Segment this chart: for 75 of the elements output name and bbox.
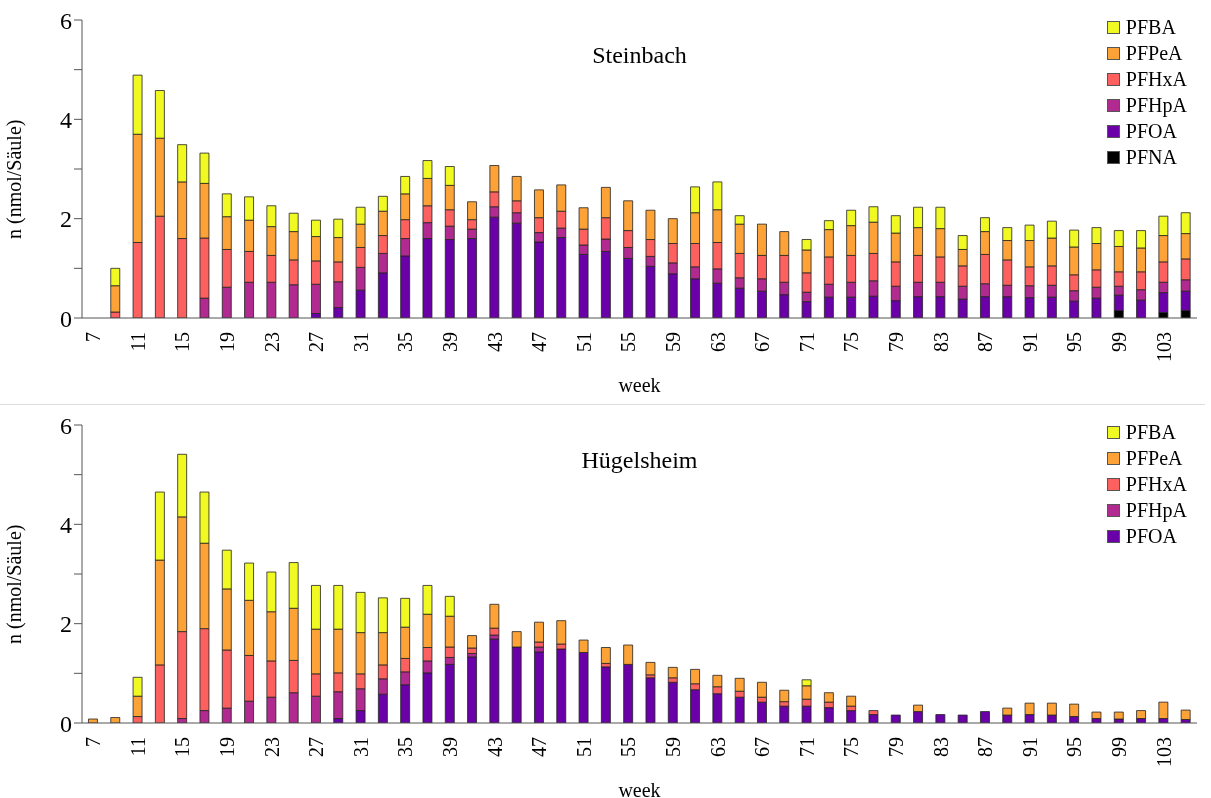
x-tick-label: 95: [1063, 737, 1086, 757]
y-tick-label: 2: [60, 206, 72, 233]
x-axis-title: week: [618, 779, 661, 798]
x-tick-label: 87: [974, 332, 997, 352]
x-tick-label: 43: [483, 332, 506, 352]
x-tick-label: 103: [1152, 332, 1175, 362]
x-tick-label: 91: [1018, 737, 1041, 757]
x-tick-label: 7: [82, 332, 105, 342]
y-tick-label: 6: [60, 7, 72, 34]
legend-label: PFOA: [1125, 119, 1177, 144]
legend-label: PFPeA: [1125, 446, 1183, 471]
x-tick-label: 71: [795, 332, 818, 352]
x-tick-label: 43: [483, 737, 506, 757]
y-tick-label: 0: [60, 710, 72, 737]
x-tick-label: 15: [171, 737, 194, 757]
x-tick-label: 19: [215, 332, 238, 352]
x-tick-label: 75: [840, 332, 863, 352]
text: Steinbach: [592, 42, 687, 68]
x-tick-label: 11: [126, 737, 149, 757]
legend-label: PFBA: [1125, 420, 1176, 445]
x-tick-label: 75: [840, 737, 863, 757]
x-tick-label: 99: [1107, 332, 1130, 352]
x-tick-label: 27: [305, 332, 328, 352]
x-tick-label: 15: [171, 332, 194, 352]
x-tick-label: 23: [260, 737, 283, 757]
legend-label: PFHxA: [1125, 67, 1187, 92]
x-tick-label: 47: [528, 332, 551, 352]
x-tick-label: 59: [661, 332, 684, 352]
x-tick-label: 51: [572, 737, 595, 757]
x-tick-label: 67: [751, 332, 774, 352]
x-tick-label: 11: [126, 332, 149, 352]
x-tick-label: 23: [260, 332, 283, 352]
x-tick-label: 87: [974, 737, 997, 757]
x-tick-label: 55: [617, 332, 640, 352]
x-tick-label: 19: [215, 737, 238, 757]
x-tick-label: 99: [1107, 737, 1130, 757]
x-tick-label: 63: [706, 332, 729, 352]
y-tick-label: 0: [60, 305, 72, 332]
x-tick-label: 79: [884, 332, 907, 352]
x-tick-label: 103: [1152, 737, 1175, 767]
legend-label: PFHpA: [1125, 498, 1187, 523]
x-tick-label: 51: [572, 332, 595, 352]
x-tick-label: 59: [661, 737, 684, 757]
x-tick-label: 83: [929, 737, 952, 757]
legend-label: PFOA: [1125, 524, 1177, 549]
text: Hügelsheim: [581, 447, 698, 473]
x-tick-label: 31: [349, 332, 372, 352]
legend-label: PFPeA: [1125, 41, 1183, 66]
x-tick-label: 79: [884, 737, 907, 757]
y-tick-label: 4: [60, 106, 72, 133]
legend-label: PFBA: [1125, 15, 1176, 40]
x-tick-label: 35: [394, 332, 417, 352]
x-tick-label: 39: [438, 737, 461, 757]
y-tick-label: 2: [60, 611, 72, 638]
x-tick-label: 55: [617, 737, 640, 757]
legend-label: PFHpA: [1125, 93, 1187, 118]
x-tick-label: 67: [751, 737, 774, 757]
x-axis-title: week: [618, 374, 661, 396]
x-tick-label: 47: [528, 737, 551, 757]
y-axis-title: n (nmol/Säule): [3, 524, 27, 644]
legend-label: PFHxA: [1125, 472, 1187, 497]
y-tick-label: 4: [60, 511, 72, 538]
x-tick-label: 91: [1018, 332, 1041, 352]
x-tick-label: 7: [82, 737, 105, 747]
x-tick-label: 63: [706, 737, 729, 757]
x-tick-label: 71: [795, 737, 818, 757]
y-tick-label: 6: [60, 412, 72, 439]
x-tick-label: 35: [394, 737, 417, 757]
x-tick-label: 31: [349, 737, 372, 757]
x-tick-label: 83: [929, 332, 952, 352]
x-tick-label: 27: [305, 737, 328, 757]
x-tick-label: 39: [438, 332, 461, 352]
y-axis-title: n (nmol/Säule): [3, 119, 27, 239]
legend-label: PFNA: [1125, 145, 1177, 170]
x-tick-label: 95: [1063, 332, 1086, 352]
